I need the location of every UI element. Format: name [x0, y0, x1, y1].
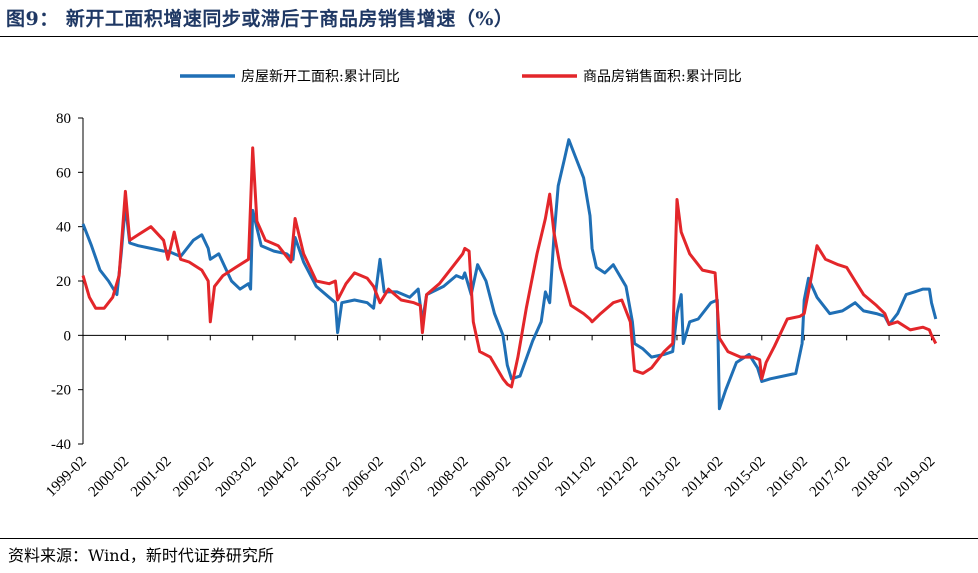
- x-tick-label: 2008-02: [425, 454, 472, 501]
- y-tick-label: -20: [51, 383, 71, 399]
- chart-title: 图9： 新开工面积增速同步或滞后于商品房销售增速（%）: [6, 8, 514, 30]
- source-rule: [0, 538, 978, 539]
- x-tick-label: 2017-02: [807, 454, 854, 501]
- y-tick-label: 80: [56, 111, 71, 127]
- legend-label-sales: 商品房销售面积:累计同比: [583, 69, 742, 85]
- legend-label-new-starts: 房屋新开工面积:累计同比: [241, 69, 400, 85]
- series-line-sales: [81, 146, 938, 389]
- source-note: 资料来源：Wind，新时代证券研究所: [8, 546, 274, 565]
- x-tick-label: 2019-02: [892, 454, 939, 501]
- x-tick-label: 2011-02: [553, 454, 599, 500]
- x-tick-label: 2007-02: [383, 454, 430, 501]
- x-tick-label: 1999-02: [43, 454, 90, 501]
- x-tick-label: 2018-02: [849, 454, 896, 501]
- x-tick-label: 2010-02: [510, 454, 557, 501]
- series-lines: [81, 138, 938, 411]
- legend: 房屋新开工面积:累计同比 商品房销售面积:累计同比: [180, 69, 742, 85]
- x-tick-label: 2004-02: [255, 454, 302, 501]
- x-tick-label: 2006-02: [340, 454, 387, 501]
- x-tick-label: 2009-02: [467, 454, 514, 501]
- x-tick-label: 2003-02: [213, 454, 260, 501]
- series-line-new-starts: [81, 138, 938, 411]
- y-tick-label: 0: [64, 328, 72, 344]
- x-tick-label: 2001-02: [128, 454, 175, 501]
- y-tick-label: -40: [51, 437, 71, 453]
- y-tick-label: 20: [56, 274, 71, 290]
- y-tick-label: 40: [56, 220, 71, 236]
- x-tick-label: 2000-02: [86, 454, 133, 501]
- x-tick-label: 2013-02: [637, 454, 684, 501]
- x-tick-label: 2015-02: [722, 454, 769, 501]
- x-tick-label: 2016-02: [764, 454, 811, 501]
- y-axis-ticks: -40 -20 0 20 40 60 80: [51, 111, 83, 453]
- x-tick-label: 2014-02: [680, 454, 727, 501]
- y-tick-label: 60: [56, 165, 71, 181]
- x-tick-label: 2005-02: [298, 454, 345, 501]
- x-tick-label: 2012-02: [595, 454, 642, 501]
- title-rule: [0, 36, 978, 37]
- x-tick-label: 2002-02: [170, 454, 217, 501]
